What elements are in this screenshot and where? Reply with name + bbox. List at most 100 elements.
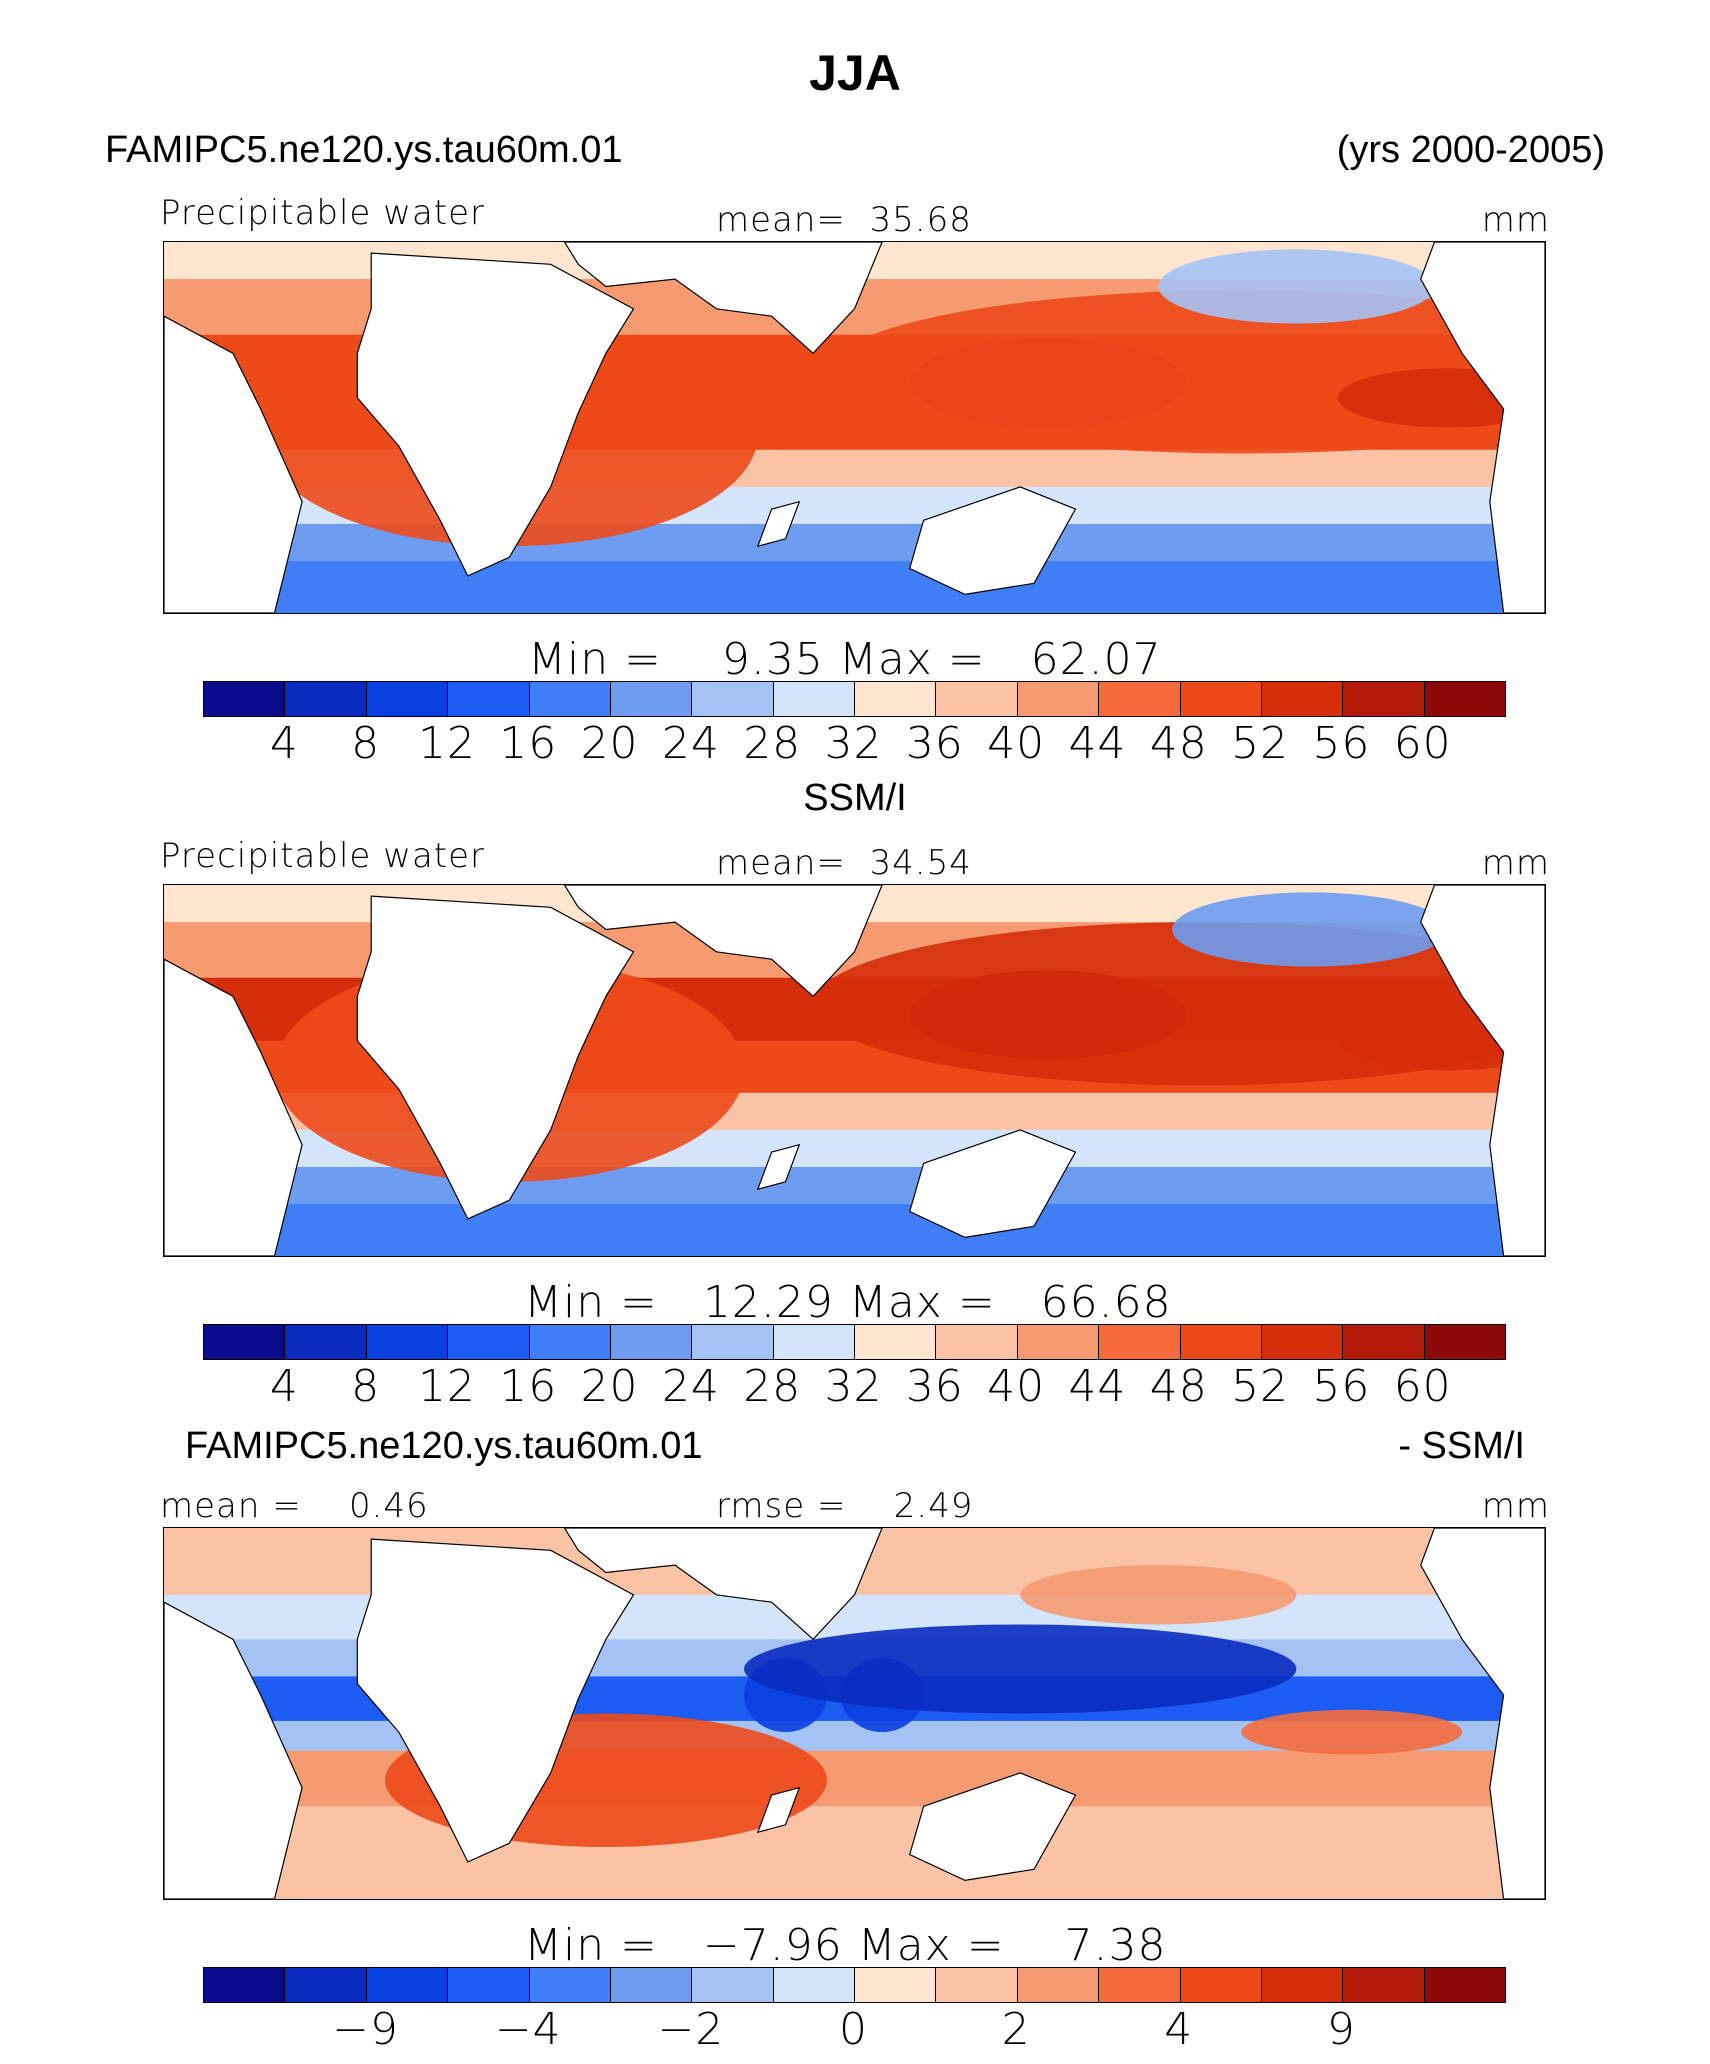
colorbar-box bbox=[1424, 1968, 1505, 2002]
colorbar-tick-label: 4 bbox=[1164, 2004, 1194, 2055]
continent-outline bbox=[164, 1601, 303, 1899]
colorbar-tick-label: 28 bbox=[743, 718, 802, 769]
panel3-rmse-value: 2.49 bbox=[893, 1486, 974, 1526]
panel1-max-label: Max = bbox=[838, 634, 986, 685]
colorbar-box bbox=[1099, 1968, 1181, 2002]
continent-outline bbox=[1420, 242, 1545, 613]
panel1-colorbar-ticks: 4 8 12 16 20 24 28 32 36 40 44 48 52 56 60 bbox=[203, 718, 1504, 769]
continent-outline bbox=[756, 1143, 801, 1191]
field-band bbox=[164, 523, 1545, 563]
colorbar-box bbox=[1180, 1968, 1262, 2002]
colorbar-box bbox=[773, 1968, 855, 2002]
colorbar-box bbox=[366, 1325, 449, 1359]
model-map-svg bbox=[164, 242, 1545, 613]
diff-title-left: FAMIPC5.ne120.ys.tau60m.01 bbox=[185, 1425, 703, 1467]
colorbar-tick-label: −4 bbox=[494, 2004, 562, 2055]
panel2-mean-value: 34.54 bbox=[869, 843, 972, 883]
field-band bbox=[164, 1806, 1545, 1856]
panel1-mean: mean= 35.68 bbox=[716, 200, 972, 240]
colorbar-tick-label: 8 bbox=[351, 1361, 381, 1412]
colorbar-tick-label: 32 bbox=[824, 718, 883, 769]
panel1-map bbox=[163, 241, 1546, 614]
colorbar-tick-label: 52 bbox=[1231, 718, 1290, 769]
colorbar-tick-label: 60 bbox=[1393, 718, 1452, 769]
colorbar-box bbox=[773, 682, 855, 716]
continent-outline bbox=[756, 500, 801, 548]
continent-outline bbox=[908, 486, 1077, 596]
panel3-rmse: rmse = 2.49 bbox=[716, 1486, 973, 1526]
continent-outline bbox=[1420, 1528, 1545, 1899]
case-name: FAMIPC5.ne120.ys.tau60m.01 bbox=[105, 129, 623, 171]
colorbar-tick-label: 40 bbox=[987, 718, 1046, 769]
continent-outline bbox=[164, 315, 303, 613]
colorbar-box bbox=[1180, 1325, 1262, 1359]
field-anomaly bbox=[1241, 1709, 1463, 1755]
colorbar-box bbox=[448, 1325, 530, 1359]
continent-outline bbox=[756, 1786, 801, 1834]
field-anomaly bbox=[1020, 1565, 1297, 1625]
panel3-colorbar-ticks: −9 −4 −2 0 2 4 9 bbox=[203, 2004, 1504, 2055]
colorbar-box bbox=[692, 1325, 774, 1359]
field-band bbox=[164, 1750, 1545, 1808]
colorbar-tick-label: 20 bbox=[580, 1361, 639, 1412]
colorbar-box bbox=[936, 1968, 1018, 2002]
panel2-mean: mean= 34.54 bbox=[716, 843, 972, 883]
colorbar-tick-label: 8 bbox=[351, 718, 381, 769]
panel2-min-label: Min = bbox=[524, 1277, 658, 1328]
colorbar-box bbox=[1261, 1325, 1344, 1359]
field-anomaly bbox=[1158, 249, 1435, 324]
panel2-minmax: Min = 12.29 Max = 66.68 bbox=[524, 1277, 1172, 1328]
colorbar-box bbox=[204, 1325, 286, 1359]
colorbar-tick-label: 0 bbox=[839, 2004, 868, 2055]
panel3-min-label: Min = bbox=[524, 1920, 658, 1971]
continent-outline bbox=[356, 1538, 635, 1863]
colorbar-box bbox=[448, 1968, 530, 2002]
continent-outline bbox=[563, 1528, 883, 1641]
panel3-mean-value: 0.46 bbox=[348, 1486, 429, 1526]
continent-outline bbox=[356, 252, 635, 577]
panel2-max-label: Max = bbox=[848, 1277, 996, 1328]
colorbar-box bbox=[1343, 1968, 1425, 2002]
colorbar-box bbox=[285, 682, 367, 716]
continent-outline bbox=[1420, 885, 1545, 1256]
colorbar-tick-label: 40 bbox=[987, 1361, 1046, 1412]
continent-outline bbox=[164, 958, 303, 1256]
panel2-map bbox=[163, 884, 1546, 1257]
colorbar-box bbox=[1017, 682, 1100, 716]
diff-map-svg bbox=[164, 1528, 1545, 1899]
colorbar-box bbox=[936, 682, 1018, 716]
continent-outline bbox=[908, 1772, 1077, 1882]
colorbar-tick-label: 4 bbox=[269, 718, 299, 769]
colorbar-box bbox=[529, 1968, 611, 2002]
field-anomaly bbox=[1172, 892, 1449, 967]
field-anomaly bbox=[744, 1624, 1297, 1714]
colorbar-tick-label: 56 bbox=[1312, 718, 1371, 769]
colorbar-tick-label: 28 bbox=[743, 1361, 802, 1412]
colorbar-tick-label: 20 bbox=[580, 718, 639, 769]
continent-outline bbox=[356, 895, 635, 1220]
colorbar-box bbox=[529, 682, 611, 716]
colorbar-tick-label: 36 bbox=[905, 1361, 964, 1412]
colorbar-box bbox=[855, 1968, 937, 2002]
panel1-minmax: Min = 9.35 Max = 62.07 bbox=[528, 634, 1162, 685]
panel3-min-value: −7.96 bbox=[702, 1920, 843, 1971]
colorbar-box bbox=[1424, 682, 1505, 716]
colorbar-tick-label: 24 bbox=[661, 1361, 720, 1412]
panel3-map bbox=[163, 1527, 1546, 1900]
colorbar-tick-label: 9 bbox=[1326, 2004, 1356, 2055]
colorbar-tick-label: 60 bbox=[1393, 1361, 1452, 1412]
years-range: (yrs 2000-2005) bbox=[1336, 129, 1605, 171]
colorbar-tick-label: 48 bbox=[1149, 1361, 1208, 1412]
colorbar-box bbox=[610, 1325, 693, 1359]
colorbar-box bbox=[610, 682, 693, 716]
colorbar-box bbox=[936, 1325, 1018, 1359]
colorbar-tick-label: 16 bbox=[499, 1361, 558, 1412]
panel1-variable-title: Precipitable water bbox=[160, 193, 486, 233]
panel2-colorbar-ticks: 4 8 12 16 20 24 28 32 36 40 44 48 52 56 60 bbox=[203, 1361, 1504, 1412]
colorbar-box bbox=[366, 682, 449, 716]
panel3-mean: mean = 0.46 bbox=[160, 1486, 429, 1526]
colorbar-tick-label: 12 bbox=[417, 718, 476, 769]
panel1-colorbar bbox=[203, 681, 1506, 717]
page-title: JJA bbox=[809, 45, 901, 101]
panel1-max-value: 62.07 bbox=[1030, 634, 1162, 685]
